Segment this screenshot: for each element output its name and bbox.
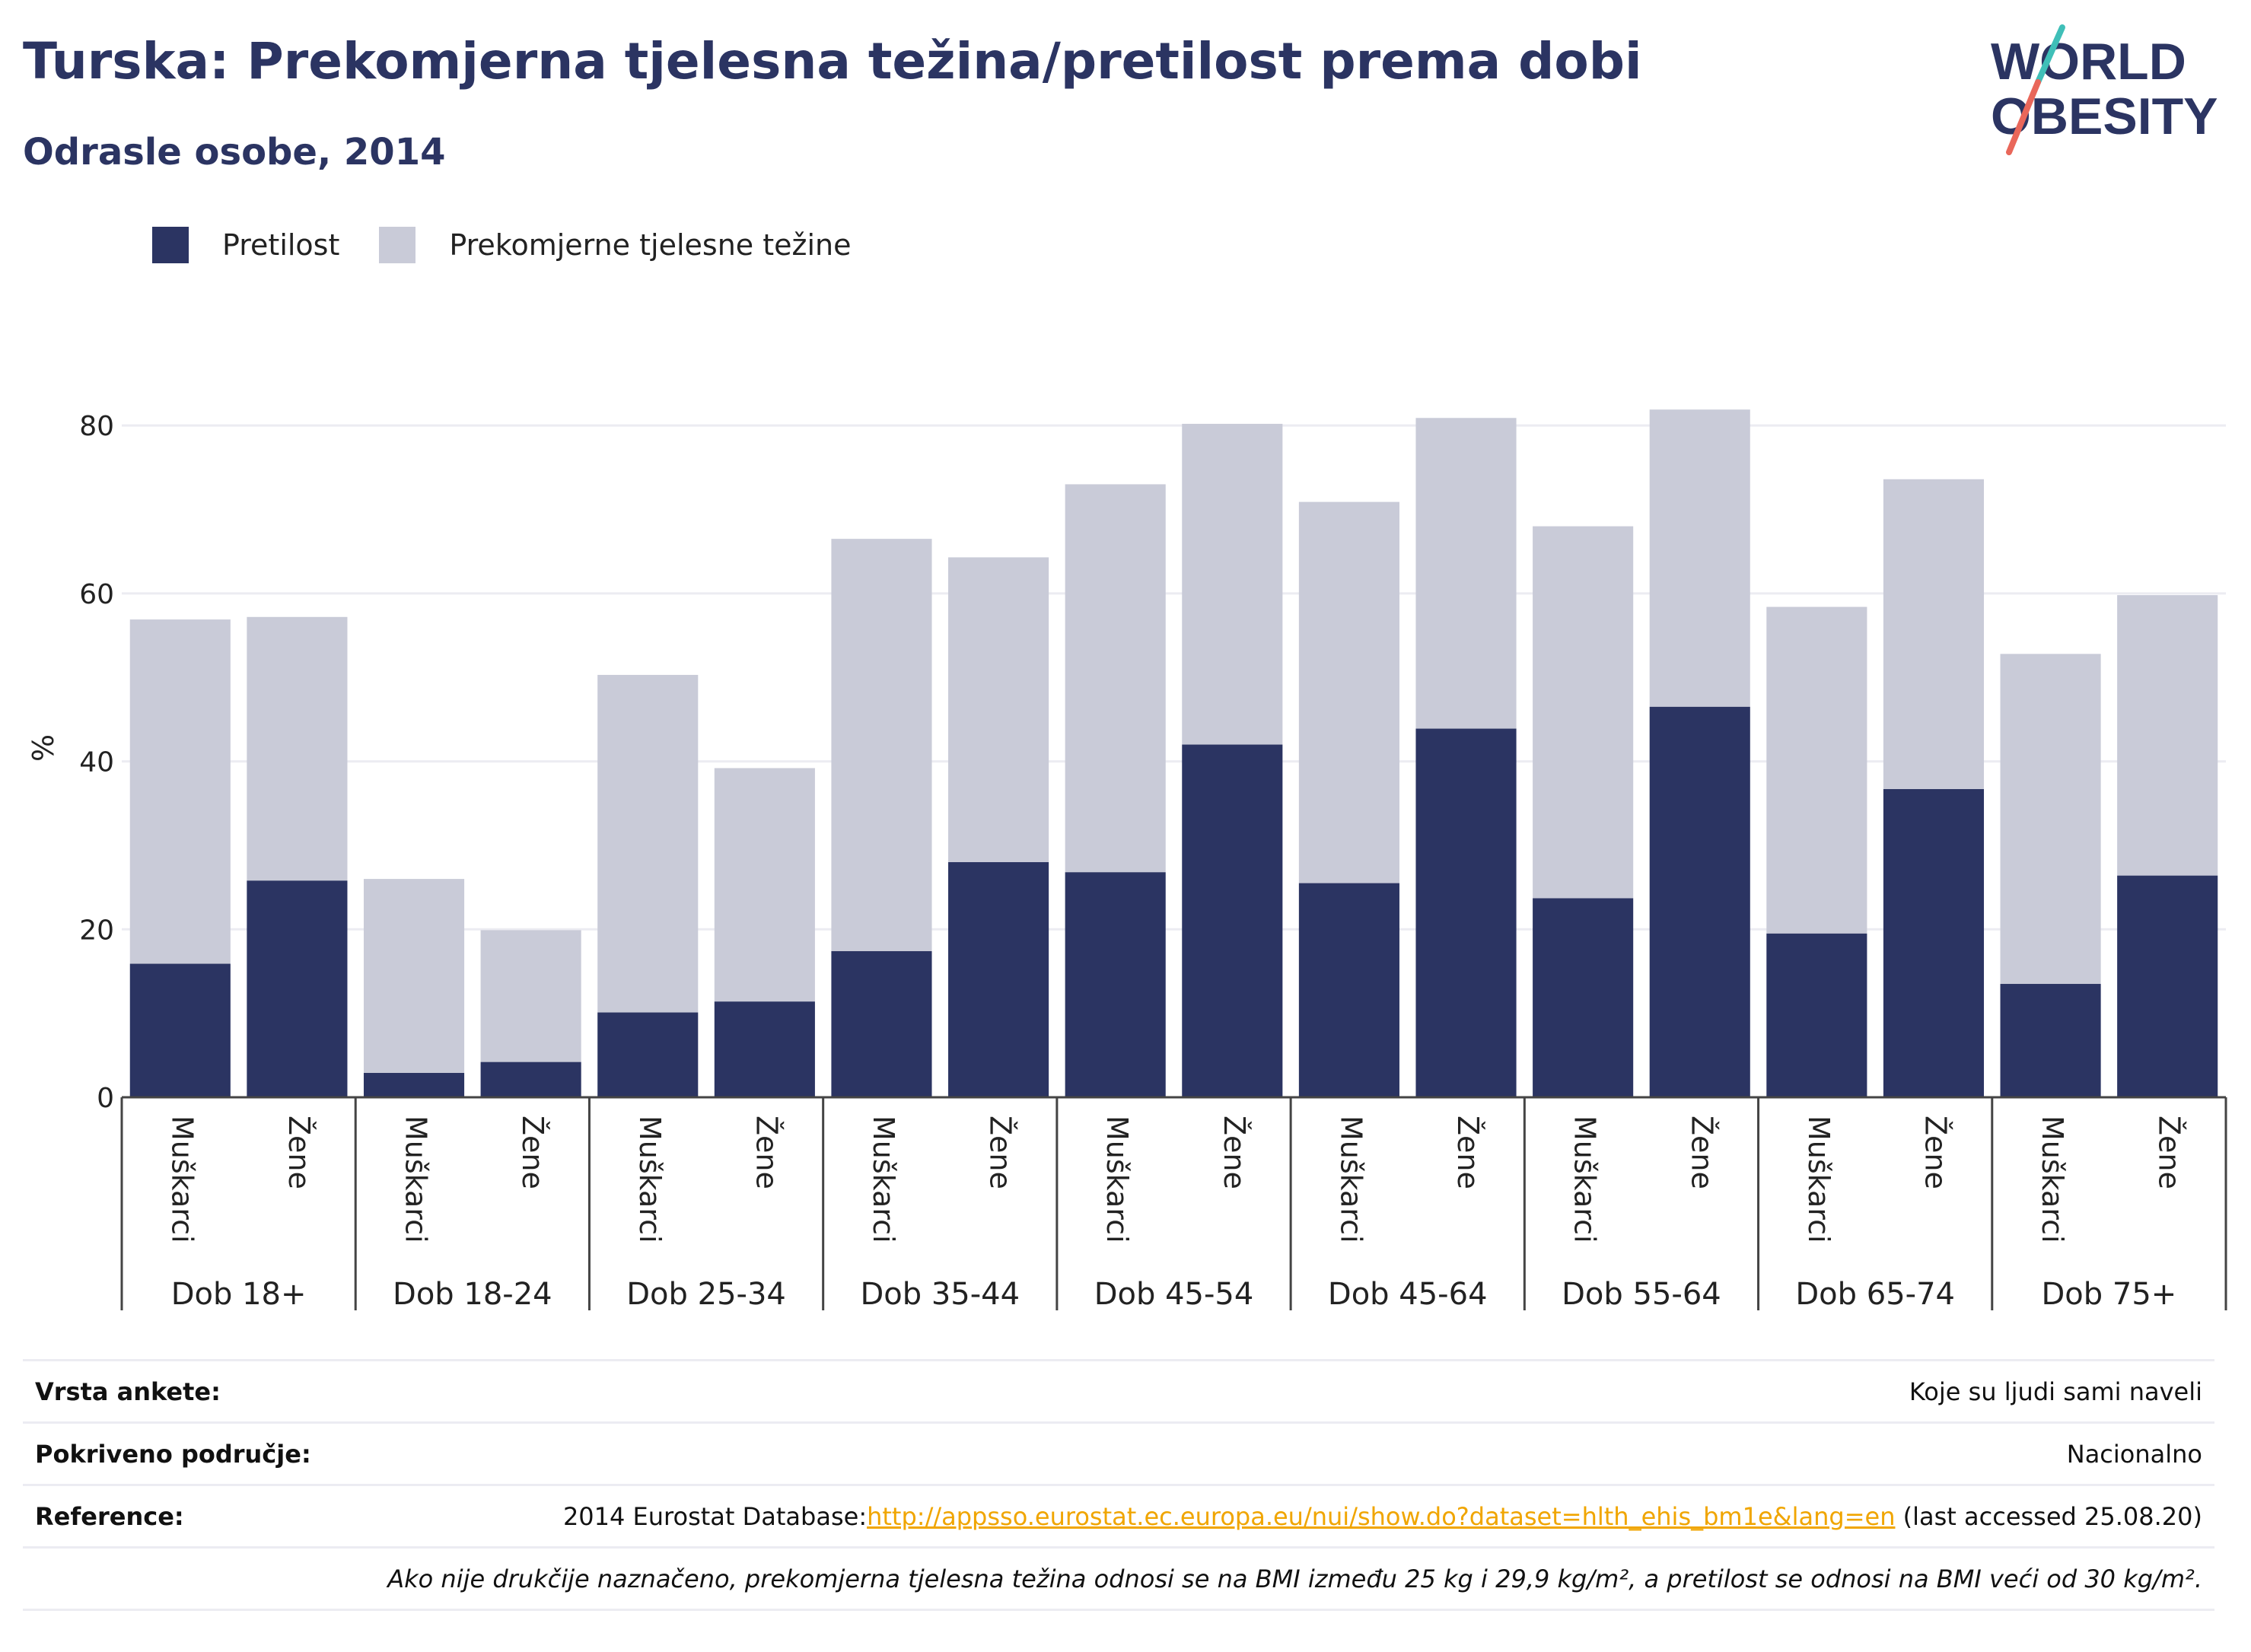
bar-obesity: [831, 950, 932, 1097]
bar-obesity: [948, 862, 1049, 1097]
bar-obesity: [2000, 984, 2101, 1097]
y-tick-label: 80: [79, 411, 114, 442]
chart-title: Turska: Prekomjerna tjelesna težina/pret…: [23, 32, 1642, 91]
x-tick-label: Žene: [2153, 1116, 2186, 1189]
x-tick-label: Žene: [1918, 1116, 1952, 1189]
group-label: Dob 25-34: [626, 1277, 786, 1312]
bar-obesity: [1649, 706, 1750, 1097]
x-tick-label: Muškarci: [1334, 1116, 1367, 1243]
reference-value: 2014 Eurostat Database:http://appsso.eur…: [563, 1502, 2202, 1531]
bar-overweight: [1298, 501, 1399, 883]
bar-obesity: [247, 880, 348, 1097]
reference-prefix: 2014 Eurostat Database:: [562, 1501, 868, 1531]
group-label: Dob 18+: [171, 1277, 307, 1312]
bar-overweight: [2000, 654, 2101, 985]
legend-item-overweight: Prekomjerne tjelesne težine: [379, 227, 852, 263]
bar-overweight: [2117, 595, 2218, 876]
bar-obesity: [1298, 883, 1399, 1097]
x-tick-label: Muškarci: [2036, 1116, 2069, 1243]
bar-overweight: [129, 619, 231, 964]
info-row-survey-type: Vrsta ankete: Koje su ljudi sami naveli: [23, 1359, 2214, 1421]
x-tick-label: Muškarci: [867, 1116, 900, 1243]
group-label: Dob 55-64: [1562, 1277, 1721, 1312]
group-label: Dob 18-24: [393, 1277, 552, 1312]
x-tick-label: Žene: [1451, 1116, 1485, 1189]
legend-swatch-obesity: [152, 227, 189, 263]
definition-note: Ako nije drukčije naznačeno, prekomjerna…: [387, 1564, 2202, 1593]
bar-overweight: [480, 930, 581, 1062]
bar-overweight: [831, 539, 932, 951]
bar-overweight: [1065, 484, 1166, 873]
bar-overweight: [1649, 409, 1750, 707]
info-row-coverage: Pokriveno područje: Nacionalno: [23, 1421, 2214, 1484]
y-tick-label: 0: [97, 1083, 114, 1114]
bar-overweight: [1533, 526, 1634, 899]
legend-label-overweight: Prekomjerne tjelesne težine: [449, 228, 852, 262]
bar-obesity: [1415, 728, 1517, 1097]
reference-suffix: (last accessed 25.08.20): [1895, 1501, 2202, 1531]
bar-overweight: [1766, 606, 1867, 934]
y-tick-label: 40: [79, 747, 114, 778]
bar-overweight: [714, 768, 815, 1002]
group-label: Dob 65-74: [1795, 1277, 1955, 1312]
logo-line1: WORLD: [1991, 33, 2186, 91]
legend-item-obesity: Pretilost: [152, 227, 339, 263]
bar-obesity: [1766, 933, 1867, 1097]
x-tick-label: Muškarci: [400, 1116, 433, 1243]
bar-obesity: [714, 1001, 815, 1097]
coverage-value: Nacionalno: [2066, 1439, 2202, 1469]
x-tick-label: Muškarci: [633, 1116, 667, 1243]
x-tick-label: Žene: [750, 1116, 783, 1189]
bar-obesity: [480, 1062, 581, 1097]
x-tick-label: Žene: [984, 1116, 1017, 1189]
bar-obesity: [1883, 789, 1985, 1097]
info-bottom-divider: [23, 1609, 2214, 1611]
bar-obesity: [363, 1072, 465, 1097]
x-tick-label: Žene: [1685, 1116, 1718, 1189]
x-tick-label: Muškarci: [1100, 1116, 1134, 1243]
bar-obesity: [1065, 872, 1166, 1097]
bar-overweight: [597, 674, 699, 1013]
y-axis-label: %: [27, 734, 60, 762]
bar-obesity: [597, 1012, 699, 1097]
bar-overweight: [1415, 418, 1517, 729]
info-row-reference: Reference: 2014 Eurostat Database:http:/…: [23, 1484, 2214, 1546]
survey-type-value: Koje su ljudi sami naveli: [1909, 1377, 2202, 1406]
legend-label-obesity: Pretilost: [222, 228, 340, 262]
bar-overweight: [363, 879, 465, 1073]
bar-overweight: [247, 616, 348, 881]
bar-obesity: [1533, 898, 1634, 1097]
survey-type-label: Vrsta ankete:: [35, 1377, 221, 1406]
group-label: Dob 45-64: [1328, 1277, 1488, 1312]
stacked-bar-chart: 0 20 40 60 80% Muškarci Žene Muškarci Žene Muškar…: [27, 409, 2227, 1312]
info-row-note: Ako nije drukčije naznačeno, prekomjerna…: [23, 1546, 2214, 1609]
x-tick-label: Muškarci: [1802, 1116, 1836, 1243]
bar-overweight: [1883, 479, 1985, 790]
legend-swatch-overweight: [379, 227, 416, 263]
reference-link[interactable]: http://appsso.eurostat.ec.europa.eu/nui/…: [867, 1501, 1896, 1531]
chart-legend: Pretilost Prekomjerne tjelesne težine: [152, 227, 891, 263]
x-tick-label: Muškarci: [165, 1116, 199, 1243]
group-label: Dob 35-44: [860, 1277, 1020, 1312]
y-tick-label: 20: [79, 915, 114, 946]
y-tick-label: 60: [79, 579, 114, 610]
world-obesity-logo: WORLD OBESITY: [1991, 24, 2218, 155]
bar-overweight: [948, 557, 1049, 863]
x-tick-label: Žene: [1218, 1116, 1251, 1189]
bar-obesity: [2117, 875, 2218, 1097]
reference-label: Reference:: [35, 1501, 184, 1531]
x-tick-label: Žene: [282, 1116, 316, 1189]
bar-obesity: [129, 963, 231, 1097]
chart-subtitle: Odrasle osobe, 2014: [23, 131, 446, 173]
x-tick-label: Muškarci: [1568, 1116, 1602, 1243]
group-label: Dob 75+: [2041, 1277, 2176, 1312]
bar-obesity: [1182, 744, 1283, 1097]
bar-overweight: [1182, 423, 1283, 745]
group-label: Dob 45-54: [1094, 1277, 1254, 1312]
x-tick-label: Žene: [516, 1116, 549, 1189]
coverage-label: Pokriveno područje:: [35, 1439, 311, 1469]
